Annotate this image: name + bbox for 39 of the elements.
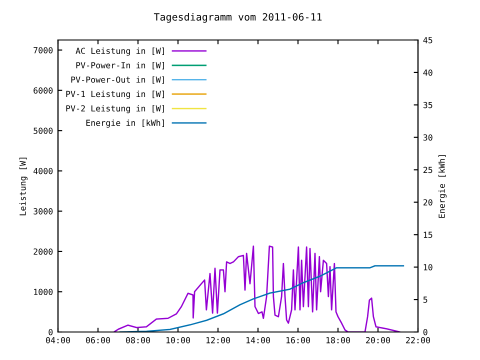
- x-tick-label: 04:00: [46, 337, 70, 344]
- legend-label: PV-Power-In in [W]: [76, 62, 164, 70]
- y2-tick-label: 35: [423, 102, 432, 108]
- y-tick-label: 1000: [34, 288, 53, 296]
- y2-tick-label: 10: [424, 264, 432, 270]
- y2-tick-label: 15: [424, 232, 432, 238]
- x-tick-label: 06:00: [86, 337, 110, 344]
- y2-tick-label: 45: [423, 37, 432, 44]
- legend-label: Energie in [kWh]: [86, 120, 164, 128]
- line-series: [113, 246, 401, 332]
- y2-tick-label: 40: [423, 69, 432, 76]
- x-tick-label: 16:00: [286, 337, 310, 344]
- y-tick-label: 7000: [34, 47, 53, 54]
- y-axis-title: Leistung [W]: [19, 158, 28, 216]
- y-tick-label: 0: [48, 329, 53, 336]
- y-tick-label: 5000: [34, 128, 53, 134]
- legend-label: PV-2 Leistung in [W]: [66, 105, 164, 114]
- y-tick-label: 4000: [33, 168, 53, 174]
- y2-axis-title: Energie [kWh]: [438, 155, 447, 218]
- y2-tick-label: 0: [423, 329, 428, 336]
- y-tick-label: 6000: [34, 87, 53, 94]
- x-tick-label: 10:00: [166, 337, 190, 344]
- x-tick-label: 20:00: [366, 337, 390, 344]
- x-tick-label: 08:00: [126, 337, 150, 344]
- chart-title: Tagesdiagramm vom 2011-06-11: [154, 12, 322, 23]
- legend-label: PV-Power-Out in [W]: [71, 76, 164, 84]
- y-tick-label: 3000: [34, 208, 53, 214]
- legend-label: PV-1 Leistung in [W]: [66, 90, 164, 99]
- x-tick-label: 12:00: [206, 337, 230, 344]
- x-tick-label: 18:00: [326, 337, 350, 344]
- y-tick-label: 2000: [34, 248, 53, 255]
- x-tick-label: 14:00: [246, 337, 270, 344]
- y2-tick-label: 25: [423, 166, 432, 174]
- y2-tick-label: 20: [423, 199, 432, 206]
- y2-tick-label: 30: [423, 134, 432, 141]
- legend-label: AC Leistung in [W]: [76, 48, 164, 56]
- x-tick-label: 22:00: [406, 337, 430, 344]
- line-series: [119, 265, 404, 332]
- y2-tick-label: 5: [423, 296, 428, 303]
